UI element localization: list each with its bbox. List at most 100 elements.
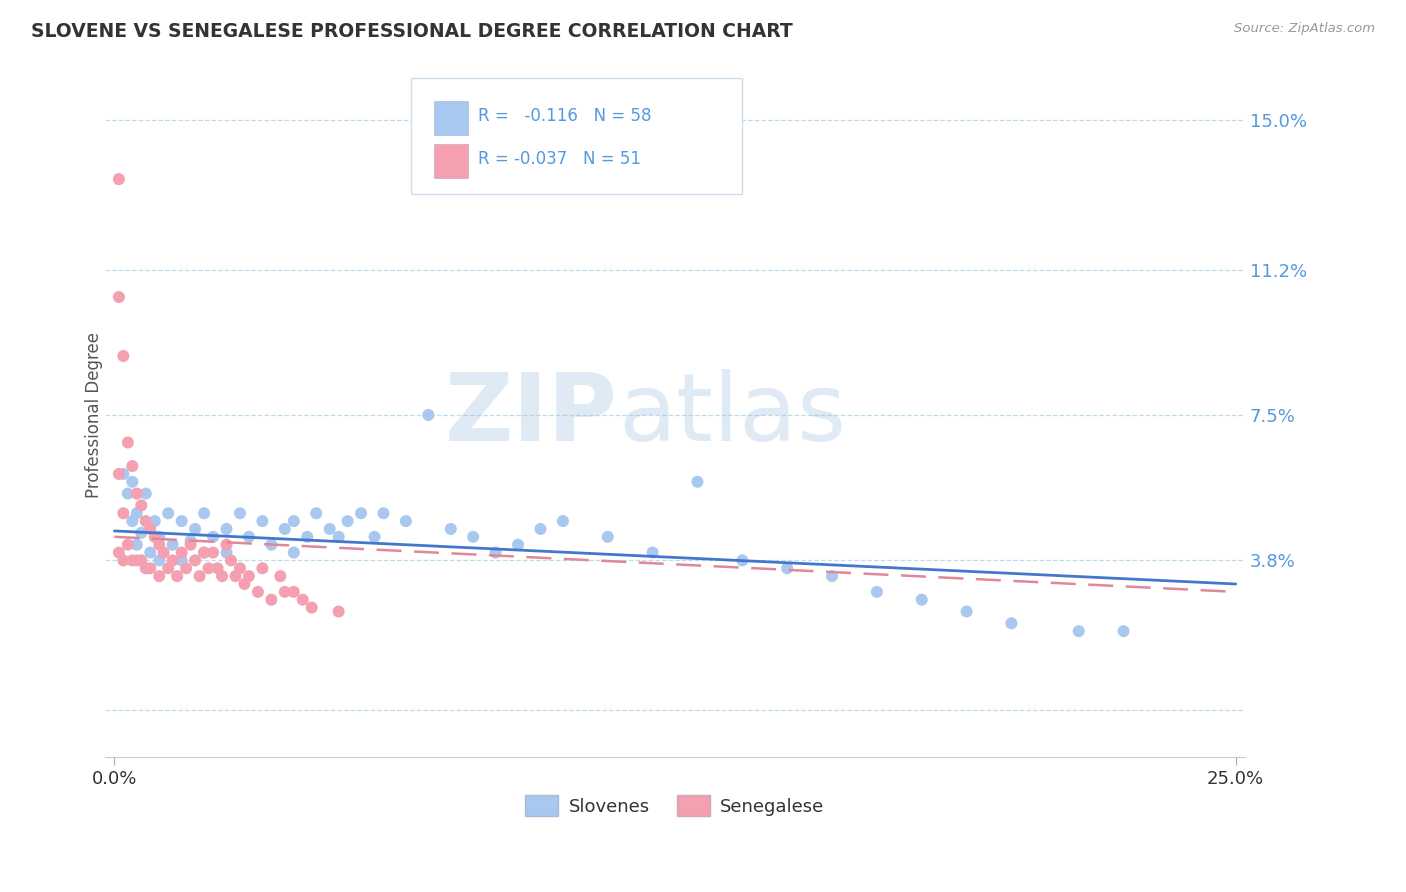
Point [238,569,260,583]
Point [318,522,340,536]
Point [121,458,143,473]
Point [121,475,143,489]
Point [135,561,157,575]
Point [301,600,323,615]
Point [157,506,180,520]
Point [121,514,143,528]
Point [776,561,799,575]
Point [125,486,148,500]
Point [283,545,305,559]
Point [157,561,180,575]
Point [125,538,148,552]
Point [211,569,233,583]
Point [112,506,135,520]
Point [641,545,664,559]
Point [238,530,260,544]
Point [207,561,229,575]
Point [686,475,709,489]
Point [336,514,359,528]
Point [139,522,162,536]
Text: R =   -0.116   N = 58: R = -0.116 N = 58 [478,107,651,125]
Point [297,530,319,544]
Point [121,553,143,567]
Point [202,530,225,544]
Point [955,605,977,619]
Point [135,514,157,528]
Point [125,553,148,567]
Point [373,506,395,520]
Point [143,514,166,528]
Point [224,569,246,583]
Point [269,569,291,583]
Point [112,467,135,481]
Point [202,545,225,559]
Point [148,538,170,552]
Point [215,538,238,552]
Point [215,522,238,536]
Point [108,290,131,304]
Point [170,545,193,559]
Point [193,545,215,559]
Point [197,561,219,575]
Point [174,561,197,575]
Point [219,553,242,567]
Point [170,553,193,567]
Point [148,553,170,567]
Point [148,569,170,583]
Point [117,538,139,552]
Point [184,522,207,536]
Point [193,506,215,520]
Point [328,530,350,544]
Point [305,506,328,520]
Point [117,486,139,500]
Point [166,569,188,583]
Point [117,435,139,450]
Point [596,530,619,544]
Point [418,408,440,422]
Point [551,514,574,528]
Point [363,530,385,544]
Point [108,545,131,559]
Point [139,561,162,575]
Point [252,514,274,528]
Text: R = -0.037   N = 51: R = -0.037 N = 51 [478,150,641,168]
Legend: Slovenes, Senegalese: Slovenes, Senegalese [519,788,832,823]
Point [506,538,529,552]
Point [1000,616,1022,631]
Point [233,577,256,591]
Point [229,561,252,575]
Point [821,569,844,583]
Point [108,467,131,481]
Point [283,585,305,599]
Text: ZIP: ZIP [446,369,619,461]
Point [129,525,152,540]
Point [215,545,238,559]
Point [143,530,166,544]
Point [291,592,314,607]
Point [188,569,211,583]
Y-axis label: Professional Degree: Professional Degree [86,332,103,498]
Text: atlas: atlas [619,369,846,461]
Point [180,533,202,548]
Point [485,545,508,559]
Point [731,553,754,567]
Point [1067,624,1090,639]
Point [129,499,152,513]
Point [283,514,305,528]
Point [866,585,889,599]
Point [152,545,174,559]
Point [440,522,463,536]
Point [463,530,485,544]
Point [260,538,283,552]
Point [170,514,193,528]
Point [246,585,269,599]
Point [529,522,551,536]
Point [129,553,152,567]
Text: SLOVENE VS SENEGALESE PROFESSIONAL DEGREE CORRELATION CHART: SLOVENE VS SENEGALESE PROFESSIONAL DEGRE… [31,22,793,41]
Point [108,172,131,186]
Point [135,486,157,500]
Point [193,545,215,559]
Point [184,553,207,567]
Point [112,349,135,363]
Point [274,585,297,599]
